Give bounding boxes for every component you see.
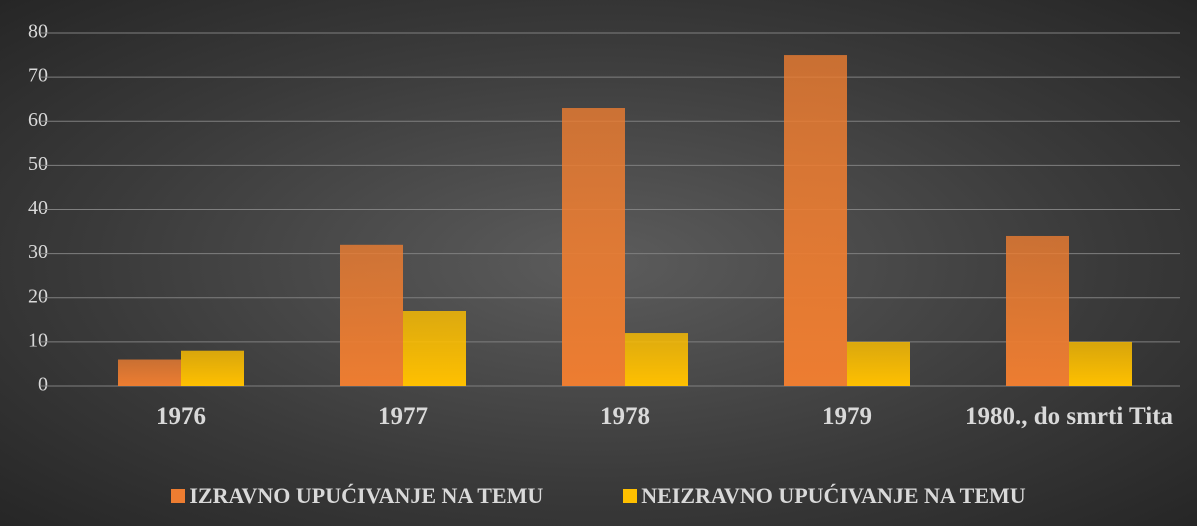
bar [847,341,910,386]
y-tick-label: 30 [28,241,48,263]
y-tick-label: 0 [38,374,48,396]
x-tick-label: 1978 [600,403,650,430]
x-tick-label: 1976 [156,403,206,430]
y-tick-label: 70 [28,65,48,87]
legend-label: IZRAVNO UPUĆIVANJE NA TEMU [189,483,544,508]
legend: IZRAVNO UPUĆIVANJE NA TEMU NEIZRAVNO UPUĆ… [0,483,1197,509]
legend-swatch [623,489,638,503]
y-tick-label: 50 [28,153,48,175]
bar [340,244,403,386]
x-tick-label: 1979 [822,403,872,430]
legend-item: IZRAVNO UPUĆIVANJE NA TEMU [171,483,543,509]
bar [403,310,466,386]
bar [118,359,181,386]
bar [1069,341,1132,386]
bar [181,350,244,386]
y-tick-label: 60 [28,109,48,131]
x-tick-label: 1980., do smrti Tita [964,403,1174,430]
bar [562,108,625,386]
legend-label: NEIZRAVNO UPUĆIVANJE NA TEMU [641,483,1026,508]
y-tick-label: 80 [28,21,48,43]
y-tick-label: 20 [28,285,48,307]
bar [625,333,688,386]
bar [784,55,847,386]
legend-item: NEIZRAVNO UPUĆIVANJE NA TEMU [623,483,1026,509]
y-tick-label: 10 [28,329,48,351]
legend-swatch [171,489,186,503]
x-tick-label: 1977 [378,403,428,430]
bar [1006,235,1069,386]
y-tick-label: 40 [28,197,48,219]
